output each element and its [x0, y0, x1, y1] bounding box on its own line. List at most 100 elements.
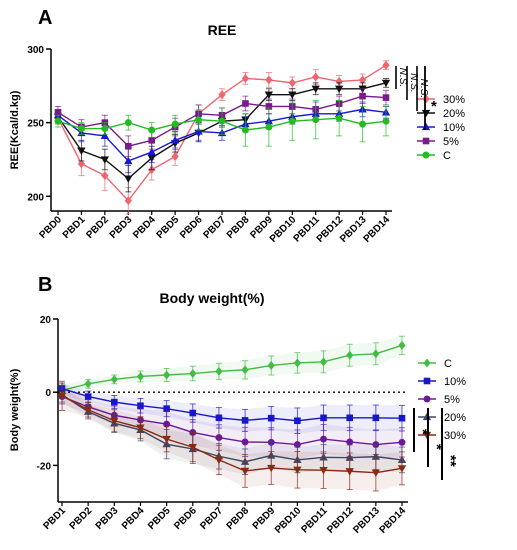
chart-a-data-point [101, 125, 109, 132]
panel-a-letter: A [38, 7, 52, 29]
chart-a-significance-label: * [431, 98, 437, 115]
chart-a-data-point [312, 116, 320, 124]
chart-a-x-tick-label: PBD8 [225, 214, 252, 241]
chart-a-data-point [288, 91, 297, 99]
chart-b-data-point [398, 340, 406, 350]
chart-b-error-band [62, 389, 402, 460]
chart-b-data-point [372, 414, 380, 422]
chart-b-significance-label: * [414, 429, 431, 435]
chart-a-data-point [382, 60, 390, 70]
chart-a-data-point [100, 156, 110, 164]
chart-b-series-line [61, 395, 403, 446]
chart-a-data-point [171, 152, 179, 161]
chart-b-x-tick-label: PBD4 [120, 505, 147, 532]
panel-b-letter: B [38, 274, 52, 296]
chart-b-x-tick-label: PBD14 [378, 505, 409, 536]
chart-b-x-tick-label: PBD3 [94, 505, 121, 532]
chart-a-legend-marker [422, 137, 430, 145]
chart-b-data-point [189, 409, 197, 417]
chart-b-data-point [398, 438, 406, 446]
chart-b-error-band [62, 383, 402, 434]
chart-a-x-tick-label: PBD7 [201, 214, 228, 241]
chart-a-data-point [312, 72, 320, 82]
chart-a-data-point [77, 125, 85, 132]
chart-b-data-point [371, 469, 380, 478]
chart-b-data-point [346, 414, 353, 422]
chart-a-data-point [242, 100, 249, 107]
chart-a-y-tick-label: 300 [27, 45, 44, 56]
chart-b-data-point [267, 464, 276, 473]
chart-b-y-tick-label: -20 [37, 461, 52, 472]
chart-b-y-tick-label: 0 [45, 388, 51, 399]
chart-b-data-point [215, 366, 223, 376]
chart-b-x-tick-label: PBD6 [172, 505, 199, 532]
chart-b-data-point [293, 441, 301, 449]
chart-b-data-point [57, 392, 67, 401]
chart-b-data-point [293, 358, 302, 368]
chart-a-data-point [381, 79, 391, 88]
chart-b-x-tick-label: PBD5 [146, 505, 173, 532]
chart-b-data-point [320, 414, 327, 422]
chart-a-data-point [124, 175, 133, 183]
chart-a-data-point [77, 159, 86, 169]
chart-b-series-line [61, 387, 403, 422]
chart-a-x-tick-label: PBD1 [61, 214, 88, 241]
chart-a-data-point [54, 109, 62, 116]
chart-b-series-0 [58, 335, 406, 397]
chart-a-data-point [171, 120, 179, 128]
chart-a-y-tick-label: 200 [27, 192, 44, 203]
chart-a-legend-label: 5% [443, 136, 459, 148]
chart-b-significance-label: ** [442, 455, 459, 467]
chart-b-x-tick-label: PBD1 [41, 505, 68, 532]
chart-b-data-point [372, 349, 380, 359]
chart-b-data-point [215, 414, 223, 422]
chart-b-x-tick-label: PBD12 [325, 505, 356, 536]
chart-a-data-point [148, 137, 156, 144]
chart-b-data-point [293, 466, 302, 475]
chart-b-legend-label: 20% [444, 412, 466, 424]
chart-b-data-point [110, 417, 119, 426]
chart-b-data-point [320, 435, 328, 443]
chart-a-data-point [241, 74, 250, 83]
chart-a-data-point [77, 147, 86, 155]
chart-a-title: REE [208, 22, 237, 38]
chart-b-data-point [345, 468, 354, 476]
chart-a-x-tick-label: PBD0 [37, 214, 64, 241]
chart-b-error-band [62, 381, 402, 492]
chart-a-data-point [124, 196, 132, 206]
chart-a-legend-label: C [443, 150, 451, 162]
chart-a-x-tick-label: PBD3 [108, 214, 135, 241]
chart-b-significance-label: * [428, 444, 445, 450]
chart-a-data-point [124, 156, 133, 165]
chart-b-x-tick-label: PBD13 [351, 505, 382, 536]
chart-b-data-point [188, 443, 197, 452]
chart-a-x-tick-label: PBD4 [131, 214, 158, 241]
chart-a-significance-label: N.S. [418, 79, 429, 98]
chart-b-series-4 [57, 380, 407, 492]
chart-b-data-point [240, 467, 250, 476]
chart-a-data-point [101, 171, 109, 181]
chart-a-x-tick-label: PBD5 [155, 214, 182, 241]
chart-a-data-point [100, 131, 110, 140]
chart-a-legend-label: 10% [443, 122, 465, 134]
chart-b-x-tick-label: PBD8 [225, 505, 252, 532]
chart-a-data-point [124, 119, 132, 127]
chart-a-data-point [288, 117, 296, 125]
chart-a-data-point [147, 147, 156, 156]
chart-b-data-point [111, 398, 118, 406]
chart-b-data-point [346, 438, 354, 446]
chart-b-x-tick-label: PBD7 [198, 505, 225, 532]
chart-b-title: Body weight(%) [160, 290, 265, 306]
chart-b-data-point [241, 417, 249, 424]
chart-a-data-point [218, 117, 226, 125]
chart-b-data-point [214, 456, 224, 465]
chart-a-data-point [359, 92, 366, 100]
chart-b-data-point [398, 414, 406, 422]
chart-b-data-point [346, 350, 354, 360]
chart-a-x-tick-label: PBD2 [84, 214, 111, 241]
chart-b-data-point [163, 405, 170, 412]
chart-b-data-point [319, 357, 328, 367]
chart-a-data-point [265, 123, 273, 131]
chart-b-x-tick-label: PBD2 [68, 505, 95, 532]
